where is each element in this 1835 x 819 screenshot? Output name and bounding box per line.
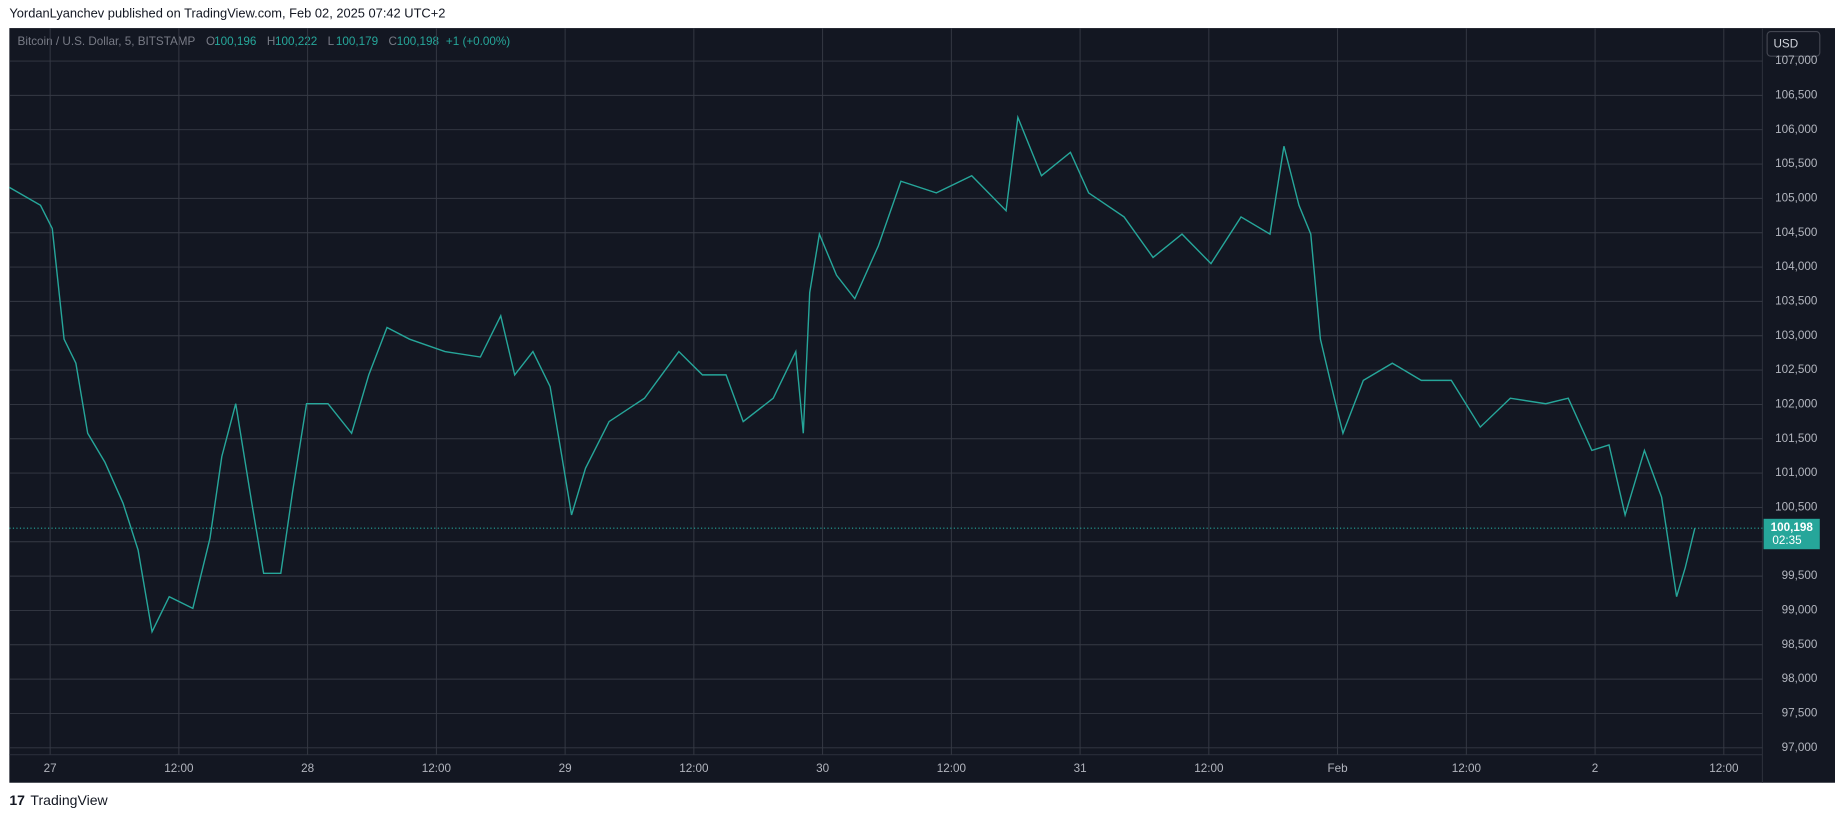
y-tick-label: 100,500 — [1775, 501, 1818, 514]
chart-background — [9, 28, 1835, 783]
symbol-title: Bitcoin / U.S. Dollar, 5, BITSTAMP — [18, 35, 196, 48]
x-tick-label: 27 — [44, 762, 57, 775]
x-tick-label: 2 — [1592, 762, 1599, 775]
footer-logo-text: TradingView — [30, 792, 108, 808]
y-tick-label: 97,500 — [1782, 707, 1818, 720]
publisher-line: YordanLyanchev published on TradingView.… — [9, 5, 445, 20]
x-tick-label: 12:00 — [1709, 762, 1739, 775]
x-tick-label: 12:00 — [1194, 762, 1224, 775]
y-tick-label: 103,000 — [1775, 329, 1818, 342]
x-tick-label: 28 — [301, 762, 314, 775]
y-tick-label: 106,500 — [1775, 88, 1818, 101]
y-tick-label: 105,500 — [1775, 157, 1818, 170]
x-tick-label: 12:00 — [1452, 762, 1482, 775]
y-tick-label: 102,500 — [1775, 363, 1818, 376]
ohlc-value: 100,179 — [336, 35, 378, 48]
y-tick-label: 104,000 — [1775, 260, 1818, 273]
ohlc-key: C — [389, 35, 397, 48]
x-tick-label: 12:00 — [679, 762, 709, 775]
last-price-tag — [1763, 518, 1820, 550]
x-tick-label: 12:00 — [164, 762, 194, 775]
ohlc-value: 100,196 — [214, 35, 256, 48]
y-tick-label: 106,000 — [1775, 123, 1818, 136]
currency-label[interactable]: USD — [1774, 38, 1799, 51]
price-line — [9, 114, 1696, 634]
ohlc-value: 100,222 — [275, 35, 317, 48]
x-tick-label: Feb — [1328, 762, 1349, 775]
countdown: 02:35 — [1772, 534, 1802, 547]
y-tick-label: 105,000 — [1775, 191, 1818, 204]
last-price-label: 100,198 — [1771, 521, 1814, 534]
ohlc-key: L — [328, 35, 335, 48]
x-tick-label: 30 — [816, 762, 830, 775]
y-tick-label: 97,000 — [1782, 741, 1818, 754]
y-tick-label: 98,000 — [1782, 672, 1818, 685]
ohlc-key: H — [267, 35, 275, 48]
y-tick-label: 99,500 — [1782, 569, 1818, 582]
ohlc-value: 100,198 — [397, 35, 439, 48]
x-tick-label: 31 — [1074, 762, 1087, 775]
y-tick-label: 98,500 — [1782, 638, 1818, 651]
x-tick-label: 12:00 — [937, 762, 967, 775]
y-tick-label: 99,000 — [1782, 604, 1818, 617]
change: +1 (+0.00%) — [446, 35, 510, 48]
x-tick-label: 12:00 — [422, 762, 452, 775]
y-tick-label: 103,500 — [1775, 294, 1818, 307]
x-tick-label: 29 — [559, 762, 572, 775]
currency-button[interactable] — [1766, 31, 1821, 57]
footer-logo-icon: 17 — [9, 792, 25, 808]
ohlc-key: O — [206, 35, 215, 48]
y-tick-label: 101,500 — [1775, 432, 1818, 445]
y-tick-label: 101,000 — [1775, 466, 1818, 479]
y-tick-label: 107,000 — [1775, 54, 1818, 67]
y-tick-label: 102,000 — [1775, 398, 1818, 411]
y-tick-label: 104,500 — [1775, 226, 1818, 239]
